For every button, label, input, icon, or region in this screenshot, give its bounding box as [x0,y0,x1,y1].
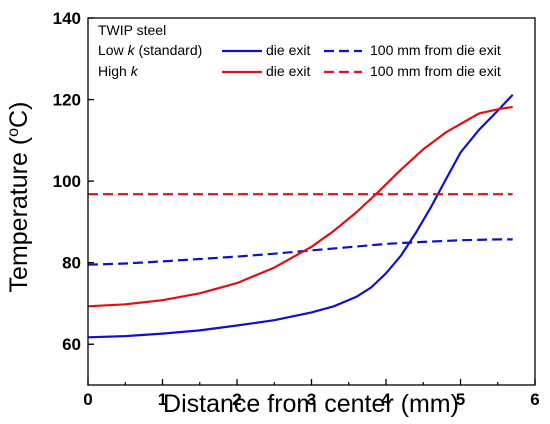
y-tick-label: 100 [53,172,81,191]
x-tick-label: 2 [232,390,241,409]
x-tick-label: 5 [456,390,465,409]
y-tick-label: 60 [62,335,81,354]
y-axis-title: Temperature (oC) [5,102,33,293]
series-line-3 [87,105,513,308]
x-tick-label: 3 [307,390,316,409]
x-tick-label: 1 [158,390,167,409]
legend-title: TWIP steel [98,22,166,38]
series-line-1 [87,93,514,339]
legend-label-high-k-die-exit: die exit [266,63,310,79]
y-tick-label: 140 [53,9,81,28]
x-axis-title: Distance from center (mm) [163,390,459,418]
x-tick-label: 4 [381,390,391,409]
x-tick-label: 6 [530,390,539,409]
legend-row-low-k: Low k (standard) [98,42,202,58]
legend-row-high-k: High k [98,63,139,79]
legend-label-high-k-100mm: 100 mm from die exit [370,63,501,79]
legend: TWIP steel Low k (standard) High k die e… [98,22,501,79]
legend-label-low-k-100mm: 100 mm from die exit [370,42,501,58]
axes: 0 1 2 3 4 5 6 60 80 100 120 140 [53,9,540,409]
y-tick-label: 120 [53,91,81,110]
plot-area [87,93,514,339]
x-tick-label: 0 [83,390,92,409]
y-tick-label: 80 [62,254,81,273]
legend-label-low-k-die-exit: die exit [266,42,310,58]
